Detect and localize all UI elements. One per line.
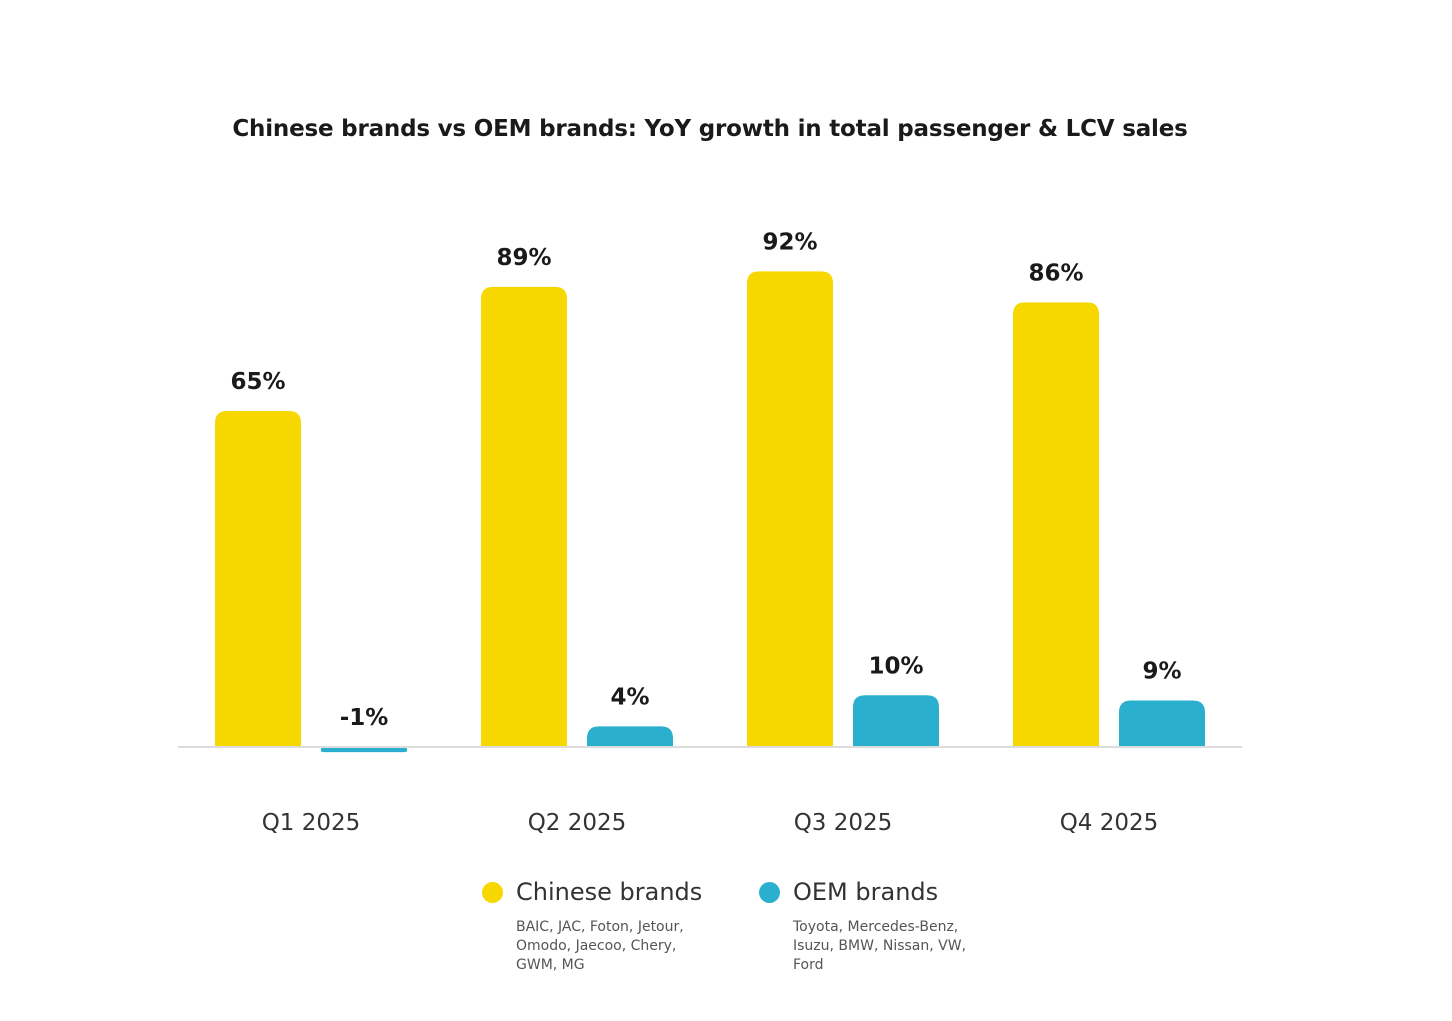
x-tick-label-q1: Q1 2025 bbox=[262, 810, 361, 836]
legend-label-chinese: Chinese brands bbox=[516, 878, 703, 906]
data-label-chinese-q3: 92% bbox=[762, 229, 817, 255]
data-label-oem-q3: 10% bbox=[868, 653, 923, 679]
legend-swatch-chinese-icon bbox=[482, 881, 503, 903]
legend-label-oem: OEM brands bbox=[793, 878, 939, 906]
legend-swatch-oem-icon bbox=[759, 881, 780, 903]
data-label-chinese-q2: 89% bbox=[496, 245, 551, 271]
bar-chinese-q2 bbox=[481, 286, 567, 747]
x-tick-label-q3: Q3 2025 bbox=[794, 810, 893, 836]
legend-brands-oem: Toyota, Mercedes-Benz, Isuzu, BMW, Nissa… bbox=[793, 919, 967, 973]
bar-chinese-q3 bbox=[747, 271, 833, 747]
bar-chinese-q4 bbox=[1013, 302, 1099, 747]
bar-oem-q3 bbox=[853, 695, 939, 747]
legend-item-oem-brands: OEM brands Toyota, Mercedes-Benz, Isuzu,… bbox=[759, 878, 993, 975]
legend-brands-chinese: BAIC, JAC, Foton, Jetour, Omodo, Jaecoo,… bbox=[516, 919, 684, 973]
data-label-chinese-q1: 65% bbox=[230, 369, 285, 395]
legend-item-chinese-brands: Chinese brands BAIC, JAC, Foton, Jetour,… bbox=[482, 878, 716, 975]
bar-chart: 65% 89% 92% 86% -1% 4% 10% 9% Q1 2025 Q2 2025 Q3 2… bbox=[178, 229, 1242, 836]
data-label-oem-q4: 9% bbox=[1142, 658, 1181, 684]
chart-title: Chinese brands vs OEM brands: YoY growth… bbox=[232, 116, 1188, 142]
x-tick-label-q2: Q2 2025 bbox=[528, 810, 627, 836]
data-label-chinese-q4: 86% bbox=[1028, 260, 1083, 286]
data-label-oem-q1: -1% bbox=[340, 705, 389, 731]
bar-oem-q1 bbox=[321, 747, 407, 753]
data-label-oem-q2: 4% bbox=[610, 684, 649, 710]
bar-chinese-q1 bbox=[215, 410, 301, 747]
bar-oem-q2 bbox=[587, 726, 673, 747]
x-tick-label-q4: Q4 2025 bbox=[1060, 810, 1159, 836]
bar-oem-q4 bbox=[1119, 700, 1205, 747]
